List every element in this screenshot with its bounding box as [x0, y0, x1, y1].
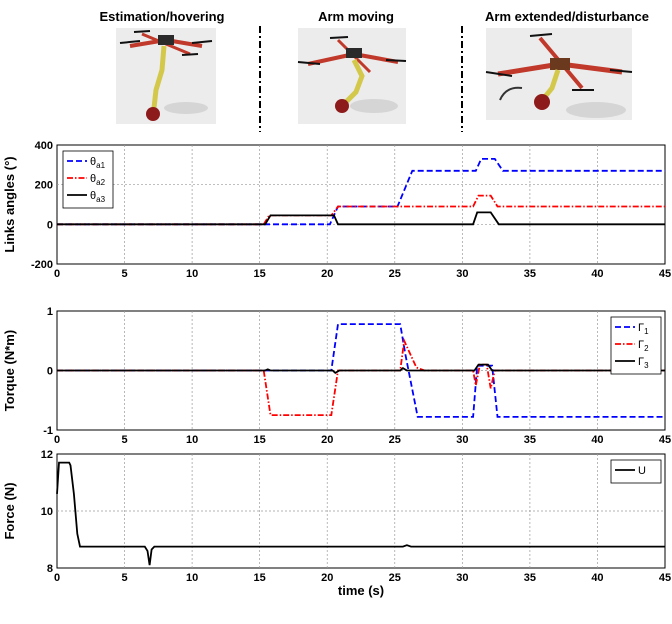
angles-x-tick-label: 0 [54, 268, 60, 280]
torque-series-1-line [57, 323, 665, 418]
torque-y-tick-label: -1 [43, 425, 53, 437]
angles-y-tick-label: 0 [47, 219, 53, 231]
force-x-tick-label: 25 [389, 572, 401, 584]
torque-legend-label-3: Γ3 [638, 356, 649, 370]
force-series-1-line [56, 461, 665, 566]
angles-legend: θa1 θa2 θa3 [62, 150, 114, 209]
angles-y-tick-label: 200 [35, 180, 53, 192]
angles-x-tick-label: 30 [456, 268, 468, 280]
force-x-tick-label: 20 [321, 572, 333, 584]
force-y-axis-label: Force (N) [2, 482, 17, 539]
angles-legend-label-1: θa1 [90, 156, 106, 170]
angles-y-axis-label: Links angles (°) [2, 156, 17, 252]
torque-x-tick-label: 20 [321, 434, 333, 446]
force-x-tick-label: 15 [254, 572, 266, 584]
torque-series-3-line [57, 363, 665, 375]
force-legend-box [610, 459, 662, 484]
torque-y-axis-label: Torque (N*m) [2, 330, 17, 411]
angles-legend-label-3: θa3 [90, 190, 106, 204]
force-panel: 0 5 10 15 20 25 30 35 40 45 8 10 12 Force (N) time (s)… [2, 449, 671, 598]
force-y-tick-label: 10 [41, 506, 53, 518]
force-legend: U [610, 459, 662, 484]
force-y-tick-label: 12 [41, 449, 53, 461]
force-x-axis-label: time (s) [338, 583, 384, 598]
force-x-tick-label: 5 [121, 572, 127, 584]
force-x-tick-label: 45 [659, 572, 671, 584]
phase-title-arm-moving: Arm moving [318, 9, 394, 24]
torque-x-tick-label: 40 [591, 434, 603, 446]
torque-x-tick-label: 30 [456, 434, 468, 446]
force-x-tick-label: 0 [54, 572, 60, 584]
torque-x-tick-label: 35 [524, 434, 536, 446]
force-y-tick-label: 8 [47, 563, 53, 575]
drone-illustration-hovering [116, 28, 216, 124]
angles-legend-label-2: θa2 [90, 173, 106, 187]
angles-series-3-line [57, 211, 665, 226]
force-legend-label-1: U [638, 465, 646, 477]
torque-legend-label-2: Γ2 [638, 339, 649, 353]
drone-illustration-arm-moving [297, 28, 407, 124]
drone-illustration-arm-extended [485, 28, 633, 120]
phase-title-arm-extended: Arm extended/disturbance [485, 9, 649, 24]
force-x-tick-label: 35 [524, 572, 536, 584]
angles-legend-box [62, 150, 114, 209]
force-x-tick-label: 30 [456, 572, 468, 584]
angles-x-tick-label: 45 [659, 268, 671, 280]
force-x-tick-label: 40 [591, 572, 603, 584]
angles-series-2-line [57, 194, 665, 226]
torque-x-tick-label: 10 [186, 434, 198, 446]
torque-y-tick-label: 0 [47, 366, 53, 378]
angles-x-tick-label: 20 [321, 268, 333, 280]
torque-x-tick-label: 0 [54, 434, 60, 446]
torque-x-tick-label: 25 [389, 434, 401, 446]
force-x-tick-label: 10 [186, 572, 198, 584]
torque-x-tick-label: 15 [254, 434, 266, 446]
torque-legend-label-1: Γ1 [638, 322, 649, 336]
angles-x-tick-label: 5 [121, 268, 127, 280]
torque-x-tick-label: 5 [121, 434, 127, 446]
torque-y-tick-label: 1 [47, 306, 53, 318]
torque-legend: Γ1 Γ2 Γ3 [610, 316, 662, 375]
angles-y-tick-label: 400 [35, 140, 53, 152]
torque-legend-box [610, 316, 662, 375]
angles-x-tick-label: 40 [591, 268, 603, 280]
torque-x-tick-label: 45 [659, 434, 671, 446]
angles-x-tick-label: 15 [254, 268, 266, 280]
angles-plot-area [56, 144, 666, 265]
angles-x-tick-label: 10 [186, 268, 198, 280]
angles-series-1-line [57, 157, 665, 226]
angles-x-tick-label: 25 [389, 268, 401, 280]
phase-title-hovering: Estimation/hovering [100, 9, 225, 24]
angles-y-tick-label: -200 [31, 259, 53, 271]
angles-x-tick-label: 35 [524, 268, 536, 280]
